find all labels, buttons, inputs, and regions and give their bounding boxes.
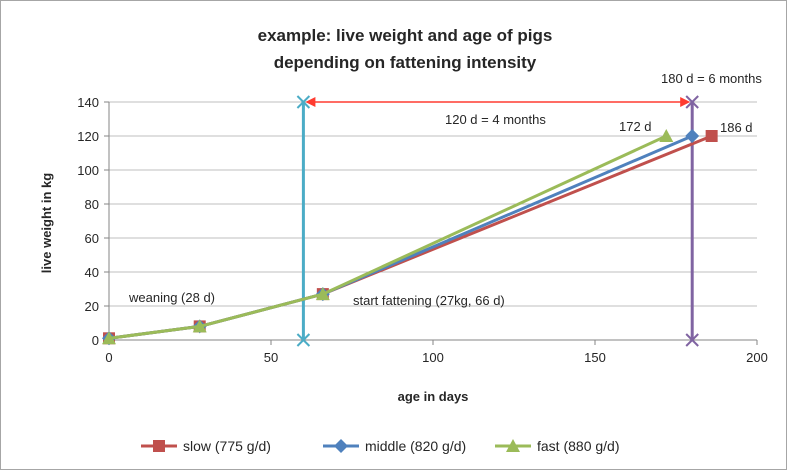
annotation-186-days: 186 d [720,120,753,135]
annotation-172-days: 172 d [619,119,652,134]
annotation-180-days: 180 d = 6 months [661,71,762,86]
legend: slow (775 g/d) middle (820 g/d) fast (880 … [141,438,620,454]
data-point [315,287,330,301]
data-point [659,129,674,142]
legend-marker [153,440,165,452]
data-point [705,130,718,142]
y-tick-label: 60 [85,231,99,246]
x-marker [296,95,311,109]
annotation-120-days: 120 d = 4 months [445,112,546,127]
y-axis-title: live weight in kg [39,173,54,273]
x-tick-label: 200 [746,350,768,365]
series-line-2 [108,134,667,340]
y-tick-labels: 0 20 40 60 80 100 120 140 [77,95,99,348]
data-point [192,319,207,333]
span-arrowhead-right [680,97,691,107]
chart-title-line-2: depending on fattening intensity [274,53,537,72]
span-arrowhead-left [305,97,316,107]
y-tick-label: 80 [85,197,99,212]
data-point [102,331,116,345]
x-marker [685,333,699,347]
y-tick-label: 140 [77,95,99,110]
x-marker [296,333,311,347]
annotation-start-fattening: start fattening (27kg, 66 d) [353,293,505,308]
x-tick-label: 50 [264,350,278,365]
y-tick-label: 40 [85,265,99,280]
x-tick-label: 150 [584,350,606,365]
axes [104,101,758,345]
x-tick-labels: 0 50 100 150 200 [105,350,767,365]
legend-marker [506,439,520,452]
x-axis-title: age in days [398,389,469,404]
y-tick-label: 120 [77,129,99,144]
y-tick-label: 100 [77,163,99,178]
y-tick-label: 20 [85,299,99,314]
legend-label: slow (775 g/d) [183,438,271,454]
series-lines [102,129,718,346]
legend-label: middle (820 g/d) [365,438,466,454]
x-marker [685,95,699,109]
chart-title-line-1: example: live weight and age of pigs [258,26,553,45]
gridlines [109,101,757,307]
y-tick-label: 0 [92,333,99,348]
data-point [685,129,700,143]
legend-marker [334,439,348,453]
x-tick-label: 0 [105,350,112,365]
legend-label: fast (880 g/d) [537,438,620,454]
x-tick-label: 100 [422,350,444,365]
annotation-weaning: weaning (28 d) [128,290,215,305]
